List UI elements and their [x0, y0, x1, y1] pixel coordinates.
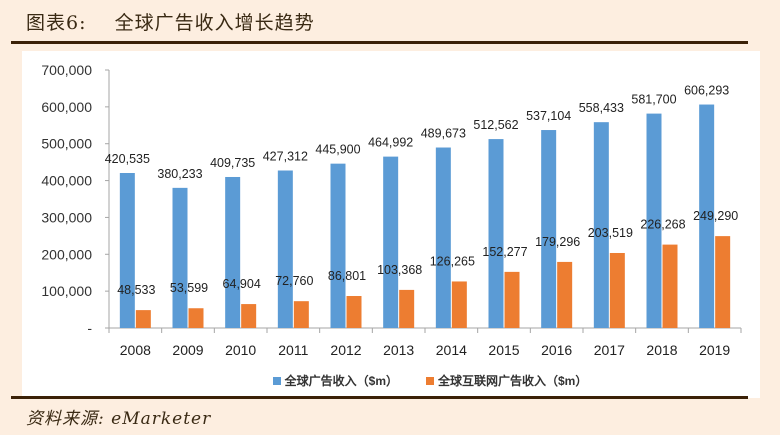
y-tick-label: 700,000: [41, 62, 92, 78]
bottom-rule: [11, 396, 748, 399]
bar-global-ad-revenue: [435, 147, 451, 328]
data-label-global: 380,233: [157, 167, 202, 181]
bar-internet-ad-revenue: [451, 281, 467, 328]
legend-swatch-internet: [426, 376, 434, 385]
data-label-internet: 203,519: [588, 226, 633, 240]
data-label-internet: 226,268: [640, 218, 685, 232]
data-label-global: 427,312: [263, 150, 308, 164]
legend-item-internet: 全球互联网广告收入（$m）: [426, 372, 587, 389]
data-label-internet: 72,760: [275, 274, 313, 288]
legend-item-global: 全球广告收入（$m）: [272, 372, 398, 389]
x-tick-label: 2011: [278, 342, 308, 358]
data-label-global: 445,900: [315, 143, 360, 157]
bar-global-ad-revenue: [488, 139, 504, 328]
bar-internet-ad-revenue: [135, 310, 151, 328]
x-tick-label: 2018: [646, 342, 677, 358]
legend-label-internet: 全球互联网广告收入（$m）: [438, 374, 588, 388]
bar-internet-ad-revenue: [609, 252, 625, 328]
data-label-global: 489,673: [421, 127, 466, 141]
data-label-global: 512,562: [473, 118, 518, 132]
data-label-internet: 53,599: [170, 281, 208, 295]
x-tick-label: 2008: [120, 342, 151, 358]
x-tick-label: 2009: [172, 342, 203, 358]
x-tick-label: 2013: [383, 342, 414, 358]
bar-internet-ad-revenue: [241, 304, 257, 328]
data-label-global: 558,433: [579, 101, 624, 115]
figure-title: 图表6: 全球广告收入增长趋势: [26, 12, 315, 34]
x-tick-label: 2010: [225, 342, 256, 358]
bar-internet-ad-revenue: [188, 308, 204, 328]
data-label-global: 464,992: [368, 136, 413, 150]
data-label-internet: 103,368: [377, 263, 422, 277]
x-tick-label: 2017: [594, 342, 625, 358]
data-label-internet: 86,801: [328, 269, 366, 283]
bar-internet-ad-revenue: [293, 301, 309, 328]
data-label-internet: 179,296: [535, 235, 580, 249]
data-label-global: 537,104: [526, 109, 571, 123]
data-label-internet: 249,290: [693, 209, 738, 223]
y-tick-label: 200,000: [41, 246, 92, 262]
bar-global-ad-revenue: [225, 176, 241, 328]
y-tick-label: 600,000: [41, 99, 92, 115]
top-rule: [11, 41, 748, 44]
legend-swatch-global: [272, 376, 281, 385]
x-tick-label: 2012: [330, 342, 361, 358]
bar-global-ad-revenue: [699, 104, 715, 328]
y-tick-label: 400,000: [41, 173, 92, 189]
x-tick-label: 2016: [541, 342, 572, 358]
x-tick-label: 2019: [699, 342, 730, 358]
bar-internet-ad-revenue: [399, 289, 415, 328]
y-tick-label: -: [87, 320, 92, 336]
bar-internet-ad-revenue: [557, 261, 573, 328]
data-label-internet: 48,533: [117, 283, 155, 297]
bar-internet-ad-revenue: [346, 296, 362, 328]
data-label-global: 606,293: [684, 84, 729, 98]
data-label-global: 409,735: [210, 156, 255, 170]
data-label-global: 420,535: [105, 152, 150, 166]
bar-global-ad-revenue: [172, 187, 188, 328]
x-tick-label: 2014: [436, 342, 467, 358]
bar-global-ad-revenue: [541, 130, 557, 328]
data-label-internet: 126,265: [430, 254, 475, 268]
y-tick-label: 100,000: [41, 283, 92, 299]
x-tick-label: 2015: [488, 342, 519, 358]
legend-label-global: 全球广告收入（$m）: [284, 374, 398, 388]
data-label-internet: 152,277: [482, 245, 527, 259]
bar-internet-ad-revenue: [504, 271, 520, 328]
bar-global-ad-revenue: [593, 122, 609, 328]
bar-global-ad-revenue: [383, 156, 399, 328]
bar-global-ad-revenue: [646, 113, 662, 329]
source-note: 资料来源: eMarketer: [26, 409, 212, 429]
y-tick-label: 500,000: [41, 136, 92, 152]
legend: 全球广告收入（$m） 全球互联网广告收入（$m）: [0, 372, 780, 389]
bar-internet-ad-revenue: [662, 244, 678, 328]
bar-internet-ad-revenue: [715, 236, 731, 328]
data-label-global: 581,700: [631, 93, 676, 107]
y-tick-label: 300,000: [41, 209, 92, 225]
bar-global-ad-revenue: [277, 170, 293, 328]
data-label-internet: 64,904: [223, 277, 261, 291]
bar-global-ad-revenue: [330, 163, 346, 328]
bar-global-ad-revenue: [119, 173, 135, 328]
